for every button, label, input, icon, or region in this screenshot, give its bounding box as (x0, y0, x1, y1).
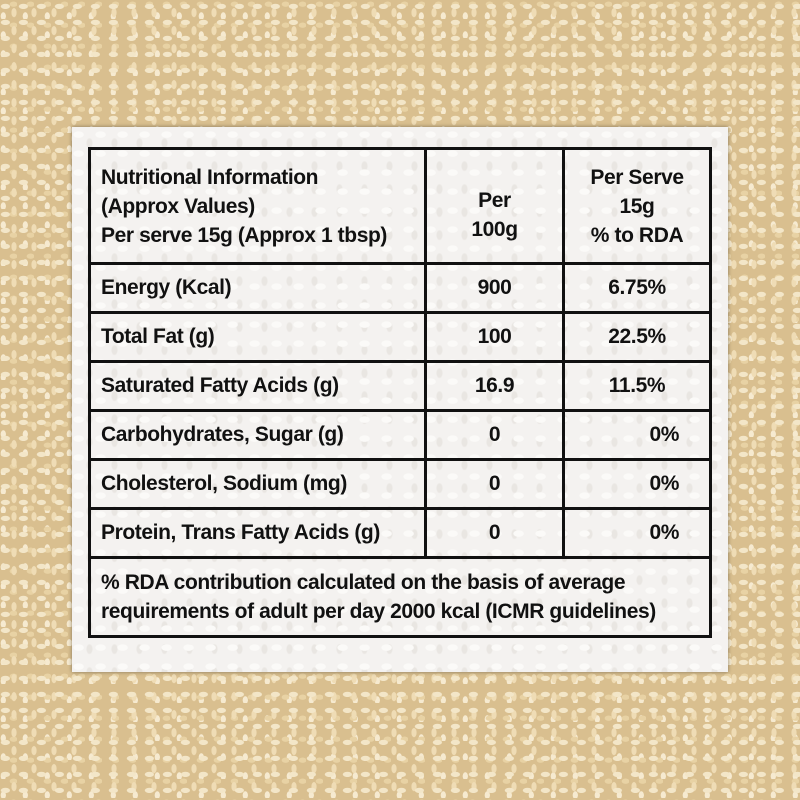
rda-value: 0% (562, 409, 712, 461)
per-100g-value: 100 (424, 311, 565, 363)
nutrient-name: Total Fat (g) (88, 311, 427, 363)
nutrition-table: Nutritional Information (Approx Values) Pe… (88, 147, 712, 638)
footnote-line: requirements of adult per day 2000 kcal … (101, 600, 656, 623)
nutrient-name: Carbohydrates, Sugar (g) (88, 409, 427, 461)
rda-value: 0% (562, 507, 712, 559)
rda-value: 11.5% (562, 360, 712, 412)
footnote-row: % RDA contribution calculated on the bas… (88, 556, 712, 638)
header-line: (Approx Values) (101, 194, 255, 218)
header-line: % to RDA (590, 223, 684, 247)
nutrient-name: Protein, Trans Fatty Acids (g) (88, 507, 427, 559)
table-row: Carbohydrates, Sugar (g) 0 0% (88, 409, 712, 461)
table-row: Saturated Fatty Acids (g) 16.9 11.5% (88, 360, 712, 412)
header-title: Nutritional Information (Approx Values) Pe… (88, 147, 427, 265)
per-100g-value: 16.9 (424, 360, 565, 412)
per-100g-value: 900 (424, 262, 565, 314)
table-row: Energy (Kcal) 900 6.75% (88, 262, 712, 314)
table-row: Cholesterol, Sodium (mg) 0 0% (88, 458, 712, 510)
rda-value: 0% (562, 458, 712, 510)
table-row: Total Fat (g) 100 22.5% (88, 311, 712, 363)
nutrient-name: Energy (Kcal) (88, 262, 427, 314)
rda-value: 22.5% (562, 311, 712, 363)
nutrition-panel: Nutritional Information (Approx Values) Pe… (72, 127, 728, 672)
header-line: 100g (471, 218, 518, 241)
rda-value: 6.75% (562, 262, 712, 314)
per-100g-value: 0 (424, 507, 565, 559)
nutrient-name: Saturated Fatty Acids (g) (88, 360, 427, 412)
nutrient-name: Cholesterol, Sodium (mg) (88, 458, 427, 510)
header-per-100g: Per 100g (424, 147, 565, 265)
header-line: Nutritional Information (101, 165, 319, 189)
header-rda: Per Serve 15g % to RDA (562, 147, 712, 265)
header-row: Nutritional Information (Approx Values) Pe… (88, 147, 712, 265)
footnote-line: % RDA contribution calculated on the bas… (101, 571, 626, 594)
header-line: Per Serve (590, 165, 684, 189)
footnote: % RDA contribution calculated on the bas… (88, 556, 712, 638)
header-line: Per (478, 189, 511, 212)
header-line: Per serve 15g (Approx 1 tbsp) (101, 223, 387, 247)
table-row: Protein, Trans Fatty Acids (g) 0 0% (88, 507, 712, 559)
header-line: 15g (619, 194, 655, 218)
per-100g-value: 0 (424, 409, 565, 461)
per-100g-value: 0 (424, 458, 565, 510)
